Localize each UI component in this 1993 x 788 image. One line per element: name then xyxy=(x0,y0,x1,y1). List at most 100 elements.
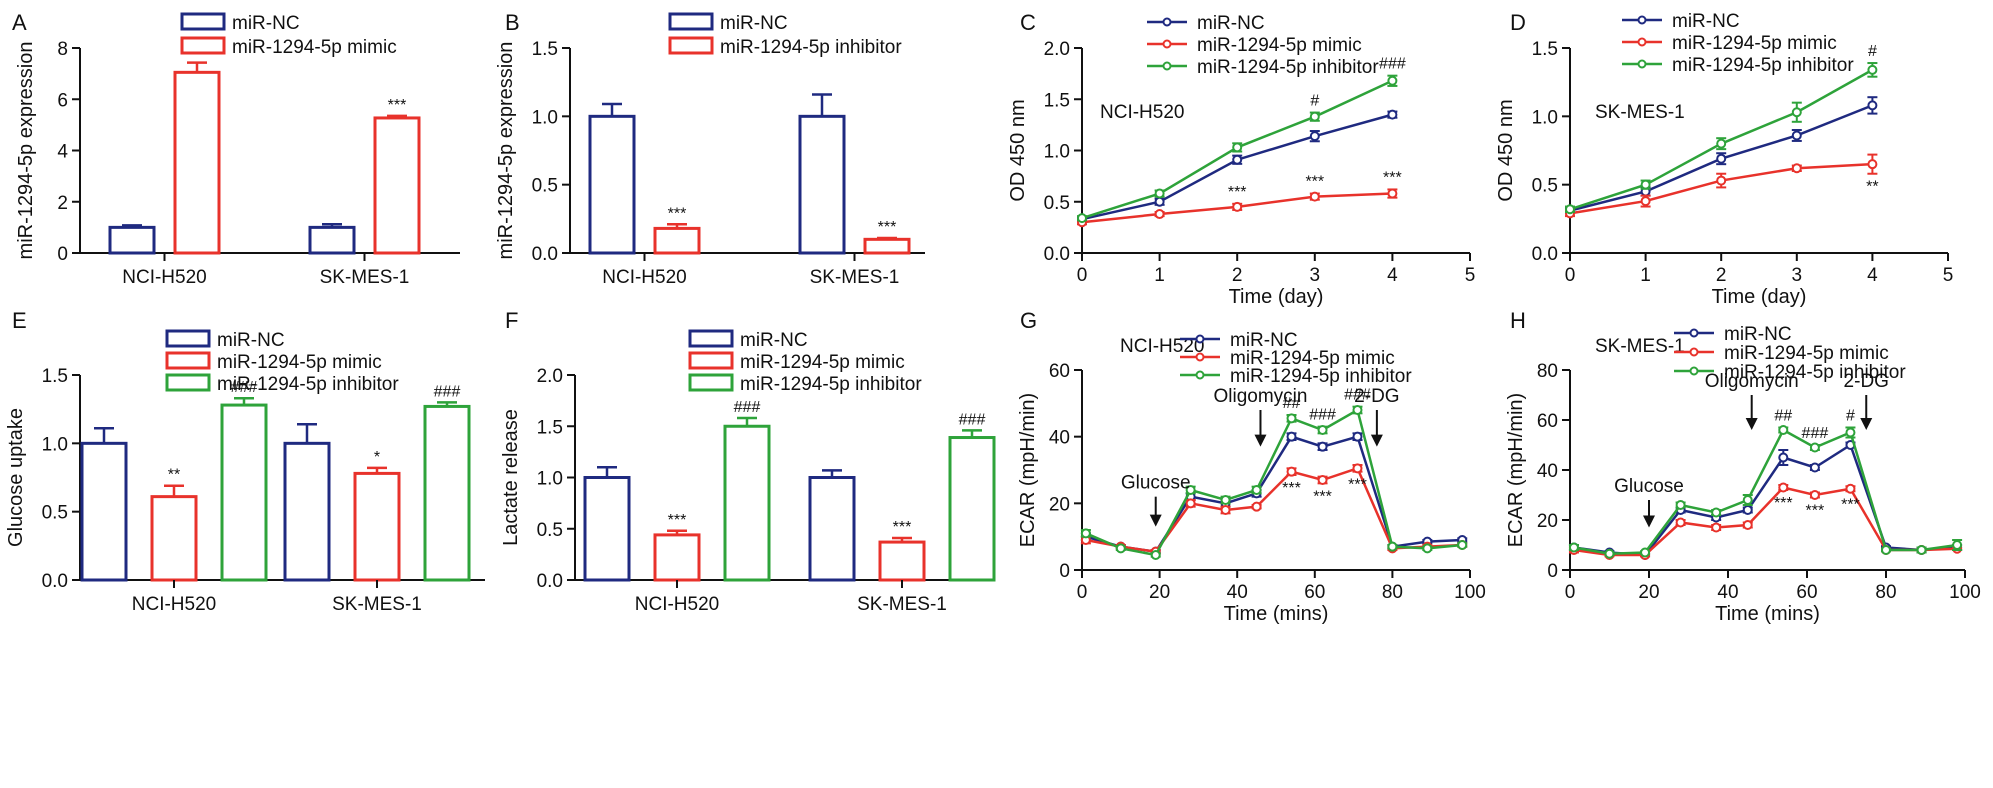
y-tick-label: 2.0 xyxy=(1044,39,1070,60)
bar xyxy=(150,495,198,582)
data-point xyxy=(1317,425,1328,435)
arrow-label: Oligomycin xyxy=(1213,386,1307,407)
significance-label: *** xyxy=(1806,503,1825,520)
y-tick-label: 20 xyxy=(1537,511,1558,532)
y-tick-label: 1.5 xyxy=(532,39,558,60)
y-tick-label: 0.0 xyxy=(537,571,563,592)
data-point xyxy=(1286,431,1297,442)
y-tick-label: 1.0 xyxy=(532,107,558,128)
y-tick-label: 6 xyxy=(57,90,68,111)
bar xyxy=(80,441,128,582)
data-point xyxy=(1457,540,1468,550)
data-point xyxy=(1387,109,1398,120)
bar xyxy=(948,436,996,582)
bar xyxy=(283,441,331,582)
data-point xyxy=(1675,517,1686,528)
data-point xyxy=(1881,545,1891,555)
x-tick-label: NCI-H520 xyxy=(635,594,719,615)
data-point xyxy=(1716,153,1727,164)
legend-marker xyxy=(1195,334,1205,344)
data-point xyxy=(1150,550,1161,560)
x-tick-label: 0 xyxy=(1565,265,1576,286)
data-point xyxy=(1080,528,1091,539)
x-tick-label: NCI-H520 xyxy=(602,267,686,288)
panel-B: B 0.0 0.5 1.0 1.5 miR-1294-5p expression *** **… xyxy=(495,10,925,288)
data-point xyxy=(1317,475,1328,485)
legend-label: miR-NC xyxy=(217,330,285,351)
data-point xyxy=(1154,188,1165,199)
panel-label: G xyxy=(1020,308,1037,333)
significance-label: *** xyxy=(893,519,912,536)
significance-label: ### xyxy=(734,399,761,416)
bar xyxy=(173,70,221,255)
significance-label: * xyxy=(374,449,380,466)
legend-label: miR-NC xyxy=(1724,324,1792,345)
legend-label: miR-1294-5p inhibitor xyxy=(1197,57,1379,78)
panel-label: E xyxy=(12,308,27,333)
data-point xyxy=(1845,483,1856,494)
data-point xyxy=(1565,204,1575,215)
panel-C: C 0.0 0.5 1.0 1.5 2.0 OD 450 nm 0 1 2 3 4 5 Time (day… xyxy=(1007,10,1475,308)
arrow-head xyxy=(1860,418,1873,430)
y-tick-label: 60 xyxy=(1049,361,1070,382)
arrow-label: Glucose xyxy=(1121,473,1191,494)
legend-swatch xyxy=(165,351,211,370)
y-tick-label: 1.0 xyxy=(1532,107,1558,128)
legend-label: miR-1294-5p mimic xyxy=(217,352,382,373)
series-line xyxy=(1573,443,1958,557)
significance-label: ### xyxy=(1344,387,1371,404)
legend-marker xyxy=(1689,366,1699,376)
legend-swatch xyxy=(180,12,226,31)
x-tick-label: SK-MES-1 xyxy=(320,267,410,288)
data-point xyxy=(1809,442,1820,453)
series-line xyxy=(1085,408,1463,557)
data-point xyxy=(1867,64,1878,75)
data-point xyxy=(1232,142,1243,153)
x-tick-label: 2 xyxy=(1232,265,1243,286)
data-point xyxy=(1115,543,1126,554)
y-tick-label: 2.0 xyxy=(537,366,563,387)
legend-label: miR-1294-5p mimic xyxy=(1672,33,1837,54)
significance-label: *** xyxy=(1383,169,1402,186)
data-point xyxy=(1791,163,1802,174)
panel-annotation: SK-MES-1 xyxy=(1595,102,1685,123)
x-tick-label: 1 xyxy=(1640,265,1651,286)
y-tick-label: 1.0 xyxy=(1044,142,1070,163)
significance-label: *** xyxy=(1313,488,1332,505)
legend-marker xyxy=(1689,347,1699,357)
arrow-head xyxy=(1370,434,1383,447)
legend-label: miR-NC xyxy=(1230,330,1298,351)
significance-label: ### xyxy=(231,379,258,396)
data-point xyxy=(1286,413,1297,424)
panel-F: F 0.0 0.5 1.0 1.5 2.0 Lactate release *** *** ###… xyxy=(500,308,996,615)
data-point xyxy=(1845,427,1856,438)
legend-label: miR-NC xyxy=(740,330,808,351)
y-tick-label: 1.5 xyxy=(42,366,68,387)
arrow-head xyxy=(1254,434,1267,447)
y-tick-label: 0.0 xyxy=(1532,244,1558,265)
arrow-head xyxy=(1745,418,1758,430)
x-tick-label: 60 xyxy=(1304,582,1325,603)
legend-marker xyxy=(1195,370,1205,380)
legend-label: miR-1294-5p inhibitor xyxy=(1230,366,1412,387)
legend-label: miR-NC xyxy=(1197,13,1265,34)
x-tick-label: 100 xyxy=(1949,582,1981,603)
series-line xyxy=(1569,162,1873,215)
data-point xyxy=(1387,188,1398,199)
x-tick-label: 100 xyxy=(1454,582,1486,603)
y-tick-label: 1.0 xyxy=(42,434,68,455)
x-tick-label: SK-MES-1 xyxy=(857,594,947,615)
legend-marker xyxy=(1637,15,1647,25)
y-tick-label: 4 xyxy=(57,142,68,163)
significance-label: *** xyxy=(1841,496,1860,513)
data-point xyxy=(1251,501,1262,512)
legend-label: miR-NC xyxy=(1672,11,1740,32)
y-axis-title: miR-1294-5p expression xyxy=(495,42,517,260)
legend-label: miR-1294-5p inhibitor xyxy=(217,374,399,395)
bar xyxy=(653,533,701,582)
x-axis-title: Time (day) xyxy=(1712,286,1807,308)
y-tick-label: 0.5 xyxy=(537,520,563,541)
